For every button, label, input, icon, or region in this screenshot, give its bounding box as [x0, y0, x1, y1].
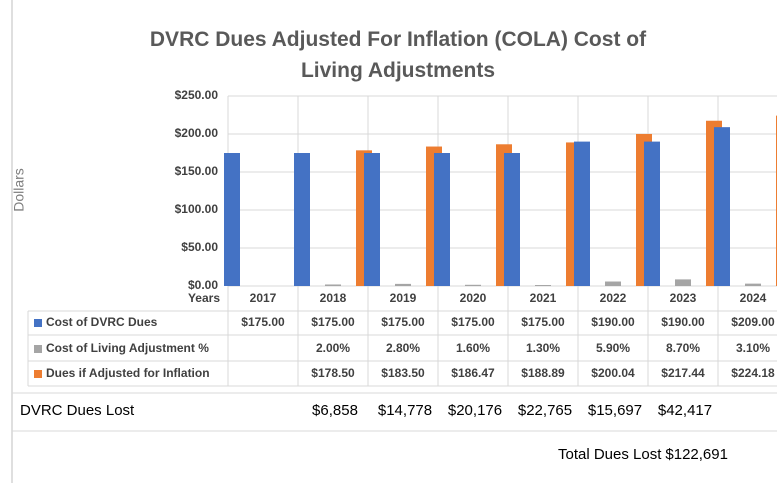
bar — [605, 281, 621, 286]
table-cell: 3.10% — [736, 341, 770, 355]
bar — [504, 153, 520, 286]
bar — [745, 283, 761, 286]
bar — [364, 153, 380, 286]
bar — [675, 279, 691, 286]
legend-label: Cost of Living Adjustment % — [46, 341, 209, 355]
bar — [714, 127, 730, 286]
x-tick-label: 2022 — [600, 291, 627, 305]
table-cell: 2.80% — [386, 341, 420, 355]
legend-label: Cost of DVRC Dues — [46, 315, 158, 329]
y-tick-label: $200.00 — [175, 126, 219, 140]
y-tick-label: $250.00 — [175, 88, 219, 102]
table-cell: $175.00 — [381, 315, 425, 329]
x-tick-label: 2024 — [740, 291, 767, 305]
total-label: Total Dues Lost — [558, 446, 662, 463]
y-axis-label: Dollars — [11, 168, 27, 212]
table-cell: $178.50 — [311, 366, 355, 380]
bar — [224, 153, 240, 286]
table-cell: $183.50 — [381, 366, 425, 380]
table-cell: 1.60% — [456, 341, 490, 355]
bar — [395, 283, 411, 286]
y-tick-label: $0.00 — [188, 278, 218, 292]
table-cell: $190.00 — [591, 315, 635, 329]
table-cell: $188.89 — [521, 366, 565, 380]
bar — [574, 141, 590, 286]
x-tick-label: 2020 — [460, 291, 487, 305]
dues-lost-value: $42,417 — [658, 402, 712, 419]
dues-lost-label: DVRC Dues Lost — [20, 402, 135, 419]
x-tick-label: 2018 — [320, 291, 347, 305]
y-tick-label: $50.00 — [181, 240, 218, 254]
dues-lost-value: $14,778 — [378, 402, 432, 419]
bar — [434, 153, 450, 286]
x-tick-label: 2017 — [250, 291, 277, 305]
table-cell: $200.04 — [591, 366, 635, 380]
legend-swatch — [34, 319, 42, 327]
table-cell: 2.00% — [316, 341, 350, 355]
table-cell: $224.18 — [731, 366, 775, 380]
dues-lost-value: $20,176 — [448, 402, 502, 419]
x-axis-label: Years — [188, 291, 220, 305]
chart-title: DVRC Dues Adjusted For Inflation (COLA) … — [149, 28, 647, 82]
table-cell: $175.00 — [241, 315, 285, 329]
table-cell: 5.90% — [596, 341, 630, 355]
table-cell: $190.00 — [661, 315, 705, 329]
table-cell: $175.00 — [311, 315, 355, 329]
table-cell: 8.70% — [666, 341, 700, 355]
table-cell: $209.00 — [731, 315, 775, 329]
bar — [644, 141, 660, 286]
bar — [535, 285, 551, 286]
table-cell: $175.00 — [521, 315, 565, 329]
dues-lost-value: $22,765 — [518, 402, 572, 419]
bar — [294, 153, 310, 286]
table-cell: 1.30% — [526, 341, 560, 355]
table-cell: $175.00 — [451, 315, 495, 329]
y-tick-label: $150.00 — [175, 164, 219, 178]
bar — [325, 284, 341, 286]
table-cell: $186.47 — [451, 366, 495, 380]
dues-lost-value: $15,697 — [588, 402, 642, 419]
dues-lost-value: $6,858 — [312, 402, 358, 419]
x-tick-label: 2023 — [670, 291, 697, 305]
table-cell: $217.44 — [661, 366, 705, 380]
y-tick-label: $100.00 — [175, 202, 219, 216]
legend-swatch — [34, 345, 42, 353]
total-value: $122,691 — [665, 446, 728, 463]
x-tick-label: 2019 — [390, 291, 417, 305]
bar — [465, 284, 481, 286]
legend-label: Dues if Adjusted for Inflation — [46, 366, 210, 380]
x-tick-label: 2021 — [530, 291, 557, 305]
legend-swatch — [34, 370, 42, 378]
